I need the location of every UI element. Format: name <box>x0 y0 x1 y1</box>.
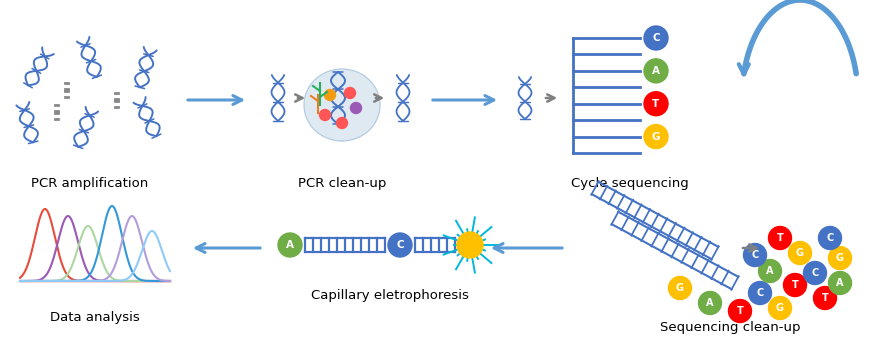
Text: PCR amplification: PCR amplification <box>32 176 149 190</box>
Circle shape <box>388 233 412 257</box>
Circle shape <box>828 246 852 269</box>
Text: A: A <box>707 298 714 308</box>
Text: Cycle sequencing: Cycle sequencing <box>571 176 689 190</box>
Text: T: T <box>792 280 798 290</box>
Text: G: G <box>776 303 784 313</box>
Text: A: A <box>286 240 294 250</box>
Circle shape <box>320 109 330 120</box>
Circle shape <box>803 262 826 285</box>
Polygon shape <box>304 69 380 141</box>
Circle shape <box>828 271 852 294</box>
Text: Sequencing clean-up: Sequencing clean-up <box>660 322 800 335</box>
Circle shape <box>749 281 772 305</box>
Text: G: G <box>796 248 804 258</box>
Circle shape <box>783 274 806 297</box>
Text: Data analysis: Data analysis <box>50 311 140 324</box>
Text: C: C <box>751 250 759 260</box>
Circle shape <box>768 297 791 319</box>
Text: C: C <box>826 233 833 243</box>
Text: Capillary eletrophoresis: Capillary eletrophoresis <box>311 288 469 301</box>
Circle shape <box>729 299 751 323</box>
Circle shape <box>644 92 668 116</box>
Text: T: T <box>652 99 660 109</box>
Circle shape <box>644 59 668 83</box>
Circle shape <box>337 118 347 128</box>
Circle shape <box>818 227 841 250</box>
Text: T: T <box>822 293 828 303</box>
Circle shape <box>744 244 766 267</box>
Circle shape <box>788 241 811 264</box>
Text: G: G <box>836 253 844 263</box>
Circle shape <box>457 232 483 258</box>
Text: C: C <box>757 288 764 298</box>
Text: A: A <box>836 278 844 288</box>
Circle shape <box>768 227 791 250</box>
Circle shape <box>759 259 781 282</box>
Text: C: C <box>396 240 403 250</box>
Text: C: C <box>811 268 818 278</box>
Circle shape <box>278 233 302 257</box>
Circle shape <box>813 287 836 310</box>
Text: C: C <box>652 33 660 43</box>
Circle shape <box>699 292 722 315</box>
Text: T: T <box>737 306 744 316</box>
Text: A: A <box>766 266 774 276</box>
Text: G: G <box>676 283 684 293</box>
Circle shape <box>644 26 668 50</box>
Circle shape <box>669 276 692 299</box>
Circle shape <box>324 90 336 101</box>
Text: G: G <box>652 132 660 142</box>
Circle shape <box>351 102 361 114</box>
Text: A: A <box>652 66 660 76</box>
Circle shape <box>344 88 356 98</box>
Text: PCR clean-up: PCR clean-up <box>298 176 386 190</box>
Text: T: T <box>777 233 783 243</box>
Circle shape <box>644 125 668 149</box>
